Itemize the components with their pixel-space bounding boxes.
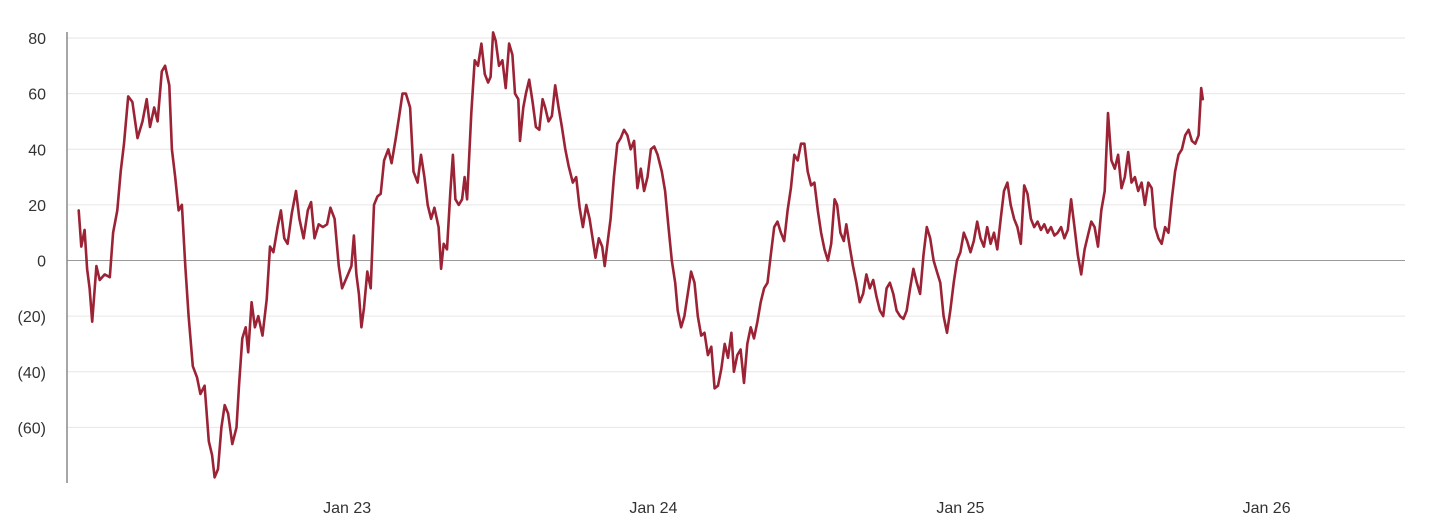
series-line-0 <box>77 31 1205 479</box>
x-tick-label: Jan 25 <box>936 500 984 517</box>
y-tick-label: 0 <box>37 254 46 271</box>
x-axis-ticks: Jan 23 Jan 24 Jan 25 Jan 26 <box>323 500 1291 517</box>
y-tick-label: (20) <box>18 309 46 326</box>
y-axis-ticks: 80 60 40 20 0 (20) (40) (60) <box>18 31 47 437</box>
x-tick-label: Jan 26 <box>1243 500 1291 517</box>
x-tick-label: Jan 24 <box>629 500 677 517</box>
y-tick-label: 40 <box>28 142 46 159</box>
series-group <box>77 31 1205 479</box>
x-tick-label: Jan 23 <box>323 500 371 517</box>
y-tick-label: 80 <box>28 31 46 48</box>
y-tick-label: (40) <box>18 365 46 382</box>
y-tick-label: 20 <box>28 198 46 215</box>
y-tick-label: 60 <box>28 87 46 104</box>
y-tick-label: (60) <box>18 420 46 437</box>
gridlines <box>67 37 1405 428</box>
